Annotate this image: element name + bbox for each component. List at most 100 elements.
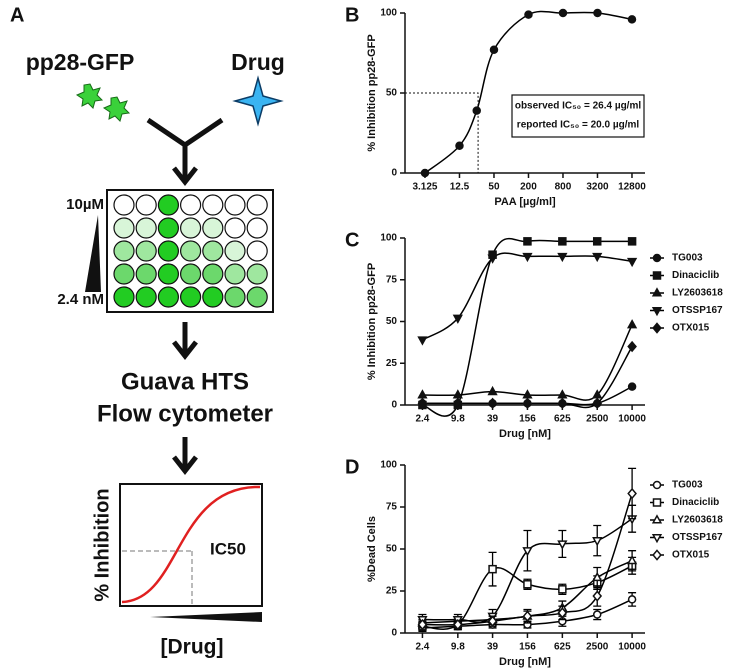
well: [180, 217, 202, 239]
label: 2.4 nM: [57, 291, 104, 308]
arrow: [172, 437, 198, 476]
well: [113, 217, 135, 239]
legend-label: LY2603618: [672, 288, 723, 299]
label: Drug: [231, 49, 285, 75]
panel-label: D: [345, 456, 359, 478]
chart: D 0 25 50 75 100 2.4 9.8 39 156 625 2500 10000 Drug […: [345, 456, 723, 668]
y-axis-label: % Inhibition pp28-GFP: [366, 34, 378, 151]
marker: [557, 540, 568, 550]
well: [224, 240, 246, 262]
x-tick-label: 3.125: [412, 182, 437, 193]
marker: [557, 252, 568, 263]
marker: [522, 547, 533, 557]
marker: [488, 564, 497, 574]
well: [180, 263, 202, 285]
marker: [557, 607, 568, 619]
marker: [417, 618, 428, 631]
well: [224, 263, 246, 285]
marker: [489, 45, 499, 55]
marker: [452, 389, 463, 399]
panel-label: C: [345, 229, 359, 251]
fit-line: [424, 10, 633, 174]
marker: [523, 237, 532, 246]
gradient-wedge: [150, 612, 262, 622]
label: Flow cytometer: [97, 400, 273, 427]
gfp-icon: [75, 83, 104, 109]
marker: [593, 8, 602, 18]
y-tick-label: 0: [391, 628, 397, 639]
y-tick-label: 50: [386, 544, 398, 555]
y-tick-label: 50: [386, 88, 398, 99]
marker: [626, 257, 638, 268]
marker: [452, 618, 463, 631]
marker: [452, 314, 463, 324]
marker: [627, 340, 637, 353]
x-tick-label: 9.8: [451, 414, 465, 425]
well: [157, 240, 179, 262]
panel-label: B: [345, 4, 359, 26]
well: [202, 194, 224, 216]
legend-label: TG003: [672, 480, 703, 491]
marker: [522, 610, 533, 622]
well: [246, 240, 268, 262]
marker: [487, 615, 498, 627]
well: [180, 240, 202, 262]
x-tick-label: 12800: [618, 182, 646, 193]
annotation: observed IC₅₀ = 26.4 µg/ml: [515, 101, 642, 112]
x-tick-label: 3200: [586, 182, 609, 193]
well: [113, 286, 135, 308]
marker: [627, 595, 637, 604]
label: IC50: [210, 539, 246, 558]
wells: [113, 194, 268, 308]
legend-label: TG003: [672, 253, 703, 264]
x-tick-label: 2.4: [415, 642, 429, 653]
marker: [417, 336, 428, 346]
arrow-head: [172, 166, 198, 187]
fit-line: [422, 252, 633, 341]
legend-marker: [652, 253, 662, 263]
marker: [557, 397, 568, 410]
marker: [592, 571, 603, 582]
marker: [487, 385, 498, 396]
marker: [627, 237, 637, 246]
marker: [626, 555, 638, 565]
x-tick-label: 2500: [586, 642, 609, 653]
marker: [558, 237, 567, 246]
chart: B 0 50 100 3.125 12.5 50 200 800 3200 12800 PAA [µg…: [345, 4, 646, 208]
legend-marker: [651, 287, 663, 297]
y-axis-label: %Dead Cells: [366, 516, 378, 582]
well: [157, 263, 179, 285]
marker: [452, 397, 463, 410]
drug-icon: [232, 75, 284, 127]
x-tick-label: 10000: [618, 642, 646, 653]
x-tick-label: 625: [554, 642, 571, 653]
well: [180, 286, 202, 308]
marker: [592, 610, 602, 619]
x-tick-label: 156: [519, 414, 536, 425]
x-axis-label: Drug [nM]: [499, 656, 551, 668]
marker: [522, 397, 533, 410]
marker: [627, 487, 637, 500]
x-tick-label: 9.8: [451, 642, 465, 653]
y-tick-label: 25: [386, 586, 398, 597]
legend-label: Dinaciclib: [672, 270, 719, 281]
marker: [523, 580, 532, 589]
marker: [592, 537, 603, 547]
well: [246, 286, 268, 308]
y-tick-label: 50: [386, 316, 398, 327]
x-tick-label: 39: [487, 414, 499, 425]
well: [157, 286, 179, 308]
marker: [627, 15, 637, 24]
x-tick-label: 50: [488, 182, 500, 193]
legend-marker: [652, 498, 662, 507]
x-axis-label: Drug [nM]: [499, 428, 551, 440]
well: [202, 286, 224, 308]
marker: [592, 397, 603, 410]
legend-marker: [652, 549, 662, 561]
legend-marker: [652, 480, 662, 490]
label: [Drug]: [161, 636, 224, 659]
well: [113, 194, 135, 216]
well: [246, 263, 268, 285]
marker: [557, 389, 568, 399]
x-tick-label: 625: [554, 414, 571, 425]
